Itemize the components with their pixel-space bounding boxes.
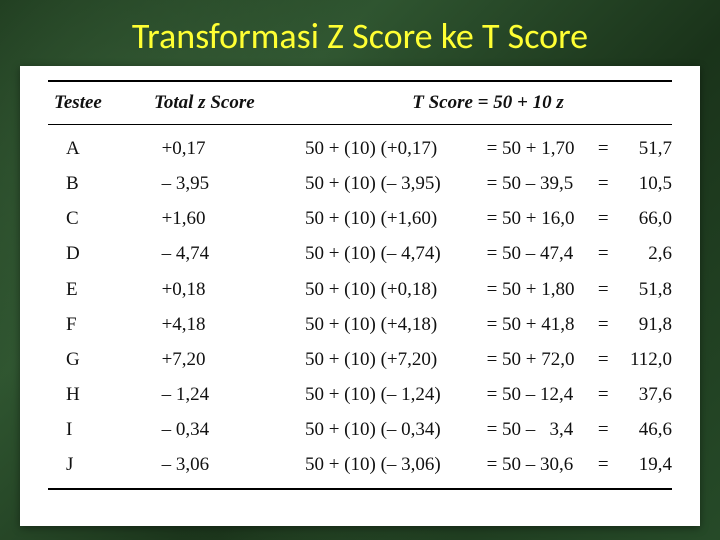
table-paper: Testee Total z Score T Score = 50 + 10 z… <box>20 66 700 526</box>
header-testee: Testee <box>48 92 154 114</box>
cell-expr: 50 + (10) (+0,17) <box>305 131 487 166</box>
table-row: D– 4,7450 + (10) (– 4,74)= 50 – 47,4=2,6 <box>48 236 672 271</box>
cell-expr: 50 + (10) (– 0,34) <box>305 412 487 447</box>
table-row: E+0,1850 + (10) (+0,18)= 50 + 1,80=51,8 <box>48 272 672 307</box>
cell-z: +4,18 <box>162 307 305 342</box>
cell-expr: 50 + (10) (+7,20) <box>305 342 487 377</box>
cell-z: – 4,74 <box>162 236 305 271</box>
cell-expr: 50 + (10) (+0,18) <box>305 272 487 307</box>
header-z: Total z Score <box>154 92 304 114</box>
cell-z: +0,18 <box>162 272 305 307</box>
cell-eq: = <box>592 412 615 447</box>
cell-mid: = 50 + 1,80 <box>487 272 592 307</box>
cell-eq: = <box>592 236 615 271</box>
cell-result: 37,6 <box>615 377 672 412</box>
cell-testee: D <box>48 236 162 271</box>
cell-expr: 50 + (10) (+4,18) <box>305 307 487 342</box>
cell-mid: = 50 – 30,6 <box>487 447 592 482</box>
cell-testee: J <box>48 447 162 482</box>
table-row: H– 1,2450 + (10) (– 1,24)= 50 – 12,4=37,… <box>48 377 672 412</box>
cell-mid: = 50 – 3,4 <box>487 412 592 447</box>
cell-result: 46,6 <box>615 412 672 447</box>
cell-mid: = 50 – 39,5 <box>487 166 592 201</box>
cell-result: 2,6 <box>615 236 672 271</box>
cell-expr: 50 + (10) (– 3,06) <box>305 447 487 482</box>
table-row: B– 3,9550 + (10) (– 3,95)= 50 – 39,5=10,… <box>48 166 672 201</box>
table-row: C+1,6050 + (10) (+1,60)= 50 + 16,0=66,0 <box>48 201 672 236</box>
cell-eq: = <box>592 201 615 236</box>
cell-testee: G <box>48 342 162 377</box>
cell-result: 66,0 <box>615 201 672 236</box>
cell-result: 91,8 <box>615 307 672 342</box>
cell-result: 51,7 <box>615 131 672 166</box>
cell-testee: F <box>48 307 162 342</box>
cell-testee: B <box>48 166 162 201</box>
cell-testee: C <box>48 201 162 236</box>
table-body: A+0,1750 + (10) (+0,17)= 50 + 1,70=51,7B… <box>48 125 672 490</box>
cell-eq: = <box>592 377 615 412</box>
cell-eq: = <box>592 166 615 201</box>
table-row: I– 0,3450 + (10) (– 0,34)= 50 – 3,4=46,6 <box>48 412 672 447</box>
slide-title: Transformasi Z Score ke T Score <box>20 14 700 58</box>
cell-mid: = 50 + 16,0 <box>487 201 592 236</box>
slide: Transformasi Z Score ke T Score Testee T… <box>20 14 700 526</box>
cell-z: +7,20 <box>162 342 305 377</box>
cell-z: – 3,06 <box>162 447 305 482</box>
cell-expr: 50 + (10) (– 4,74) <box>305 236 487 271</box>
cell-result: 112,0 <box>615 342 672 377</box>
cell-eq: = <box>592 447 615 482</box>
table-row: A+0,1750 + (10) (+0,17)= 50 + 1,70=51,7 <box>48 131 672 166</box>
table-header: Testee Total z Score T Score = 50 + 10 z <box>48 80 672 125</box>
cell-expr: 50 + (10) (– 1,24) <box>305 377 487 412</box>
cell-testee: A <box>48 131 162 166</box>
cell-z: +1,60 <box>162 201 305 236</box>
cell-mid: = 50 – 12,4 <box>487 377 592 412</box>
table-row: J– 3,0650 + (10) (– 3,06)= 50 – 30,6=19,… <box>48 447 672 482</box>
cell-mid: = 50 – 47,4 <box>487 236 592 271</box>
cell-result: 19,4 <box>615 447 672 482</box>
cell-expr: 50 + (10) (– 3,95) <box>305 166 487 201</box>
cell-testee: I <box>48 412 162 447</box>
cell-result: 10,5 <box>615 166 672 201</box>
cell-result: 51,8 <box>615 272 672 307</box>
cell-eq: = <box>592 131 615 166</box>
cell-eq: = <box>592 307 615 342</box>
cell-z: – 0,34 <box>162 412 305 447</box>
cell-testee: E <box>48 272 162 307</box>
cell-mid: = 50 + 41,8 <box>487 307 592 342</box>
cell-z: – 3,95 <box>162 166 305 201</box>
cell-mid: = 50 + 1,70 <box>487 131 592 166</box>
cell-expr: 50 + (10) (+1,60) <box>305 201 487 236</box>
table-row: G+7,2050 + (10) (+7,20)= 50 + 72,0=112,0 <box>48 342 672 377</box>
header-t: T Score = 50 + 10 z <box>304 92 672 114</box>
cell-z: – 1,24 <box>162 377 305 412</box>
cell-eq: = <box>592 272 615 307</box>
cell-eq: = <box>592 342 615 377</box>
cell-mid: = 50 + 72,0 <box>487 342 592 377</box>
cell-z: +0,17 <box>162 131 305 166</box>
cell-testee: H <box>48 377 162 412</box>
table-row: F+4,1850 + (10) (+4,18)= 50 + 41,8=91,8 <box>48 307 672 342</box>
